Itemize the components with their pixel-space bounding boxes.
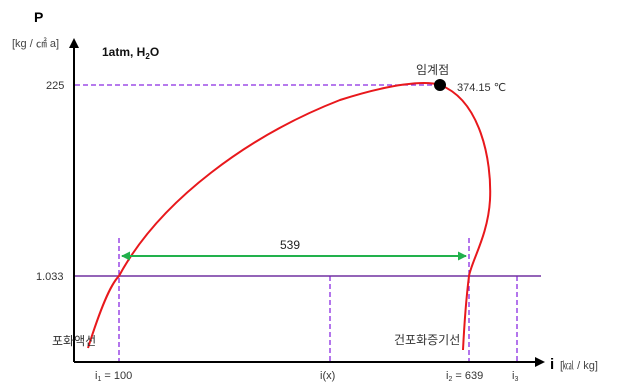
y-axis-unit: [kg / ㎠ a] [12,37,59,50]
y-axis-title: P [34,9,43,25]
y-tick-1033: 1.033 [36,271,64,283]
critical-temperature-label: 374.15 ℃ [457,82,506,94]
latent-heat-value: 539 [280,238,300,252]
condition-label: 1atm, H2O [102,45,159,61]
x-tick-ix: i(x) [320,370,335,382]
critical-point-label: 임계점 [416,63,449,77]
x-tick-i2: i2 = 639 [446,370,483,383]
x-tick-i1: i1 = 100 [95,370,132,383]
y-tick-225: 225 [46,80,64,92]
x-tick-i3: i3 [512,370,518,383]
saturation-curve [87,81,492,351]
x-axis-title: i [550,356,554,373]
critical-point-marker [434,79,446,91]
saturated-liquid-label: 포화액선 [52,334,96,348]
x-axis-unit: [㎉ / kg] [560,359,598,372]
saturated-vapor-label: 건포화증기선 [394,333,460,347]
